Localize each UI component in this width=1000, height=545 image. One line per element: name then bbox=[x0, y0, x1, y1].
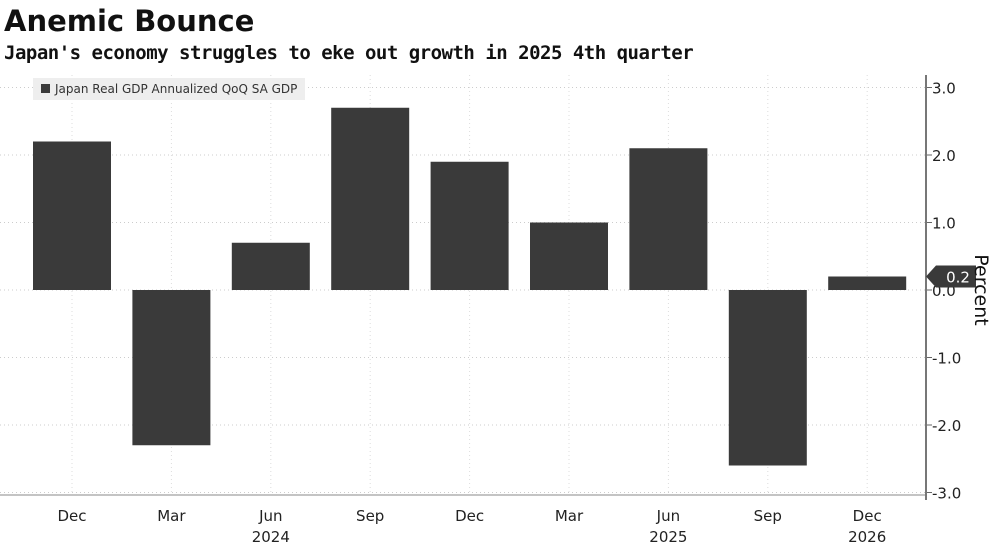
bar bbox=[132, 290, 211, 446]
y-tick-label: -3.0 bbox=[932, 485, 961, 503]
bar bbox=[33, 141, 111, 290]
x-tick-label: Dec bbox=[853, 507, 882, 525]
last-value-label: 0.2 bbox=[946, 269, 970, 287]
legend-swatch bbox=[41, 84, 50, 93]
x-tick-label: Sep bbox=[754, 507, 782, 525]
x-tick-label: Dec bbox=[57, 507, 86, 525]
x-year-label: 2025 bbox=[649, 528, 687, 545]
y-tick-label: -1.0 bbox=[932, 350, 961, 368]
x-tick-label: Jun bbox=[656, 507, 680, 525]
bar bbox=[231, 242, 310, 290]
chart-title: Anemic Bounce bbox=[4, 4, 255, 38]
x-tick-label: Mar bbox=[157, 507, 186, 525]
x-year-label: 2026 bbox=[848, 528, 886, 545]
bar bbox=[828, 276, 907, 290]
bar bbox=[530, 222, 608, 290]
x-year-label: 2024 bbox=[252, 528, 290, 545]
y-axis-label: Percent bbox=[970, 254, 992, 326]
x-tick-label: Dec bbox=[455, 507, 484, 525]
bar bbox=[629, 148, 708, 290]
legend: Japan Real GDP Annualized QoQ SA GDP bbox=[33, 78, 306, 100]
legend-label: Japan Real GDP Annualized QoQ SA GDP bbox=[55, 82, 298, 96]
bar bbox=[728, 290, 807, 466]
y-tick-label: -2.0 bbox=[932, 417, 961, 435]
x-tick-label: Mar bbox=[555, 507, 584, 525]
last-value-tag bbox=[926, 265, 976, 288]
y-tick-label: 3.0 bbox=[932, 80, 956, 98]
chart-subtitle: Japan's economy struggles to eke out gro… bbox=[4, 42, 694, 64]
y-tick-label: 2.0 bbox=[932, 147, 956, 165]
bar bbox=[430, 161, 509, 290]
x-tick-label: Sep bbox=[356, 507, 384, 525]
x-tick-label: Jun bbox=[258, 507, 282, 525]
y-tick-label: 1.0 bbox=[932, 215, 956, 233]
bar bbox=[331, 107, 410, 290]
